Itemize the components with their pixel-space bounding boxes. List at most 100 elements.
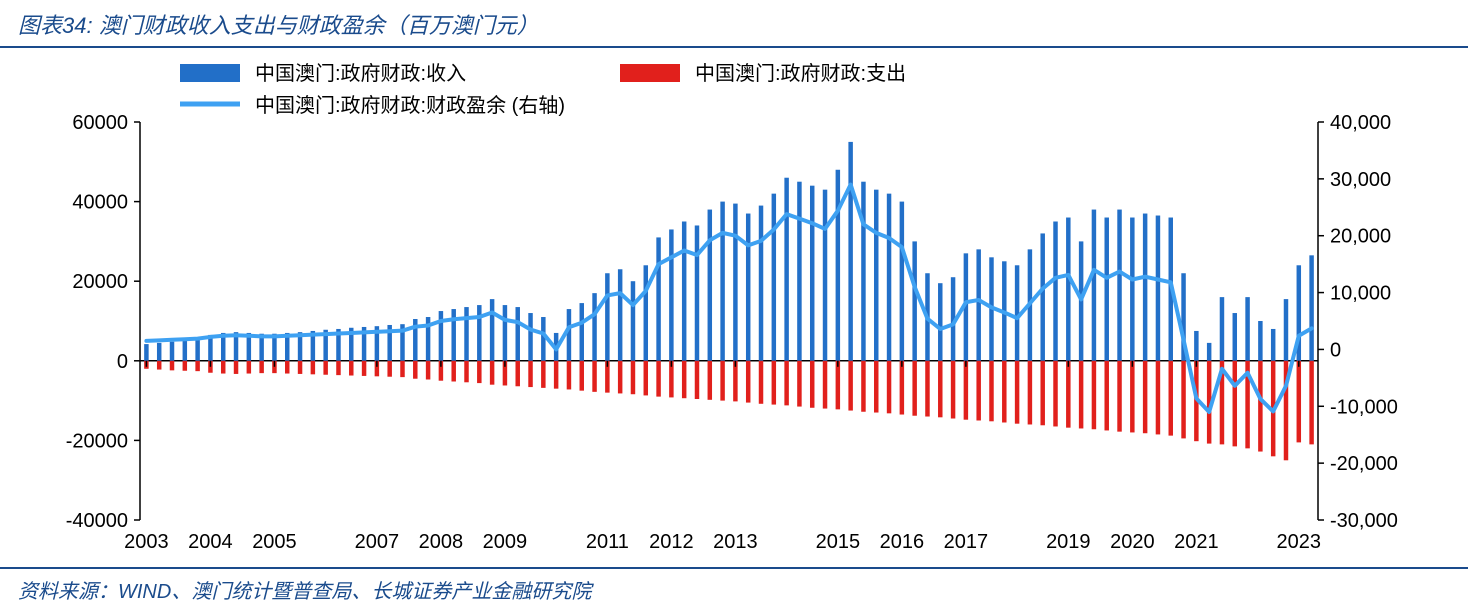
expense-bar (413, 361, 417, 379)
surplus-line (146, 185, 1311, 412)
x-tick-label: 2013 (713, 531, 758, 553)
expense-bar (823, 361, 827, 409)
right-tick-label: -20,000 (1330, 453, 1398, 475)
legend-expense-label: 中国澳门:政府财政:支出 (695, 62, 906, 85)
expense-bar (157, 361, 161, 370)
expense-bar (772, 361, 776, 405)
right-tick-label: -10,000 (1330, 396, 1398, 418)
expense-bar (631, 361, 635, 394)
legend-revenue-swatch (180, 64, 240, 82)
expense-bar (311, 361, 315, 375)
expense-bar (708, 361, 712, 400)
expense-bar (195, 361, 199, 371)
revenue-bar (1271, 329, 1275, 361)
revenue-bar (669, 229, 673, 360)
title-prefix: 图表 (18, 13, 62, 38)
revenue-bar (695, 225, 699, 360)
revenue-bar (887, 194, 891, 361)
revenue-bar (464, 307, 468, 361)
expense-bar (426, 361, 430, 380)
title-number: 34: (62, 13, 93, 38)
expense-bar (1028, 361, 1032, 425)
expense-bar (400, 361, 404, 377)
x-tick-label: 2012 (649, 531, 694, 553)
right-tick-label: 10,000 (1330, 283, 1391, 305)
expense-bar (810, 361, 814, 408)
revenue-bar (605, 273, 609, 361)
expense-bar (938, 361, 942, 418)
revenue-bar (900, 202, 904, 361)
revenue-bar (515, 307, 519, 361)
expense-bar (1066, 361, 1070, 428)
expense-bar (912, 361, 916, 416)
expense-bar (234, 361, 238, 374)
expense-bar (1117, 361, 1121, 432)
left-tick-label: -20000 (66, 430, 128, 452)
expense-bar (580, 361, 584, 391)
expense-bar (170, 361, 174, 371)
x-tick-label: 2023 (1277, 531, 1322, 553)
revenue-bar (759, 206, 763, 361)
expense-bar (567, 361, 571, 390)
revenue-bar (1220, 297, 1224, 361)
expense-bar (1015, 361, 1019, 424)
revenue-bar (631, 281, 635, 361)
revenue-bar (170, 342, 174, 361)
expense-bar (298, 361, 302, 374)
expense-bar (964, 361, 968, 420)
revenue-bar (874, 190, 878, 361)
expense-bar (477, 361, 481, 383)
revenue-bar (772, 194, 776, 361)
expense-bar (1104, 361, 1108, 431)
revenue-bar (976, 249, 980, 360)
revenue-bar (784, 178, 788, 361)
revenue-bar (682, 222, 686, 361)
expense-bar (1297, 361, 1301, 443)
revenue-bar (1066, 218, 1070, 361)
expense-bar (515, 361, 519, 386)
expense-bar (925, 361, 929, 417)
expense-bar (285, 361, 289, 374)
expense-bar (746, 361, 750, 403)
revenue-bar (490, 299, 494, 361)
legend-revenue-label: 中国澳门:政府财政:收入 (255, 62, 466, 85)
revenue-bar (1104, 218, 1108, 361)
revenue-bar (1156, 216, 1160, 361)
expense-bar (874, 361, 878, 413)
revenue-bar (1309, 255, 1313, 360)
revenue-bar (580, 303, 584, 361)
revenue-bar (1207, 343, 1211, 361)
x-tick-label: 2011 (586, 531, 629, 553)
expense-bar (976, 361, 980, 421)
expense-bar (247, 361, 251, 374)
x-tick-label: 2003 (124, 531, 169, 553)
revenue-bar (1040, 233, 1044, 360)
expense-bar (1258, 361, 1262, 452)
x-tick-label: 2020 (1110, 531, 1155, 553)
revenue-bar (733, 204, 737, 361)
revenue-bar (1092, 210, 1096, 361)
revenue-bar (144, 344, 148, 361)
expense-bar (644, 361, 648, 396)
expense-bar (759, 361, 763, 404)
revenue-bar (439, 311, 443, 361)
expense-bar (323, 361, 327, 375)
expense-bar (887, 361, 891, 414)
expense-bar (528, 361, 532, 387)
left-tick-label: 20000 (72, 271, 128, 293)
expense-bar (1143, 361, 1147, 433)
x-tick-label: 2008 (419, 531, 464, 553)
x-tick-label: 2005 (252, 531, 297, 553)
legend-surplus-label: 中国澳门:政府财政:财政盈余 (右轴) (255, 94, 565, 117)
revenue-bar (1258, 321, 1262, 361)
x-tick-label: 2019 (1046, 531, 1091, 553)
chart-area: 中国澳门:政府财政:收入 中国澳门:政府财政:支出中国澳门:政府财政:财政盈余 (… (40, 50, 1428, 564)
revenue-bar (183, 341, 187, 361)
expense-bar (1156, 361, 1160, 435)
revenue-bar (195, 340, 199, 361)
right-tick-label: 0 (1330, 339, 1341, 361)
revenue-bar (797, 182, 801, 361)
right-tick-label: -30,000 (1330, 510, 1398, 532)
revenue-bar (1117, 210, 1121, 361)
source-bar: 资料来源：WIND、澳门统计暨普查局、长城证券产业金融研究院 (0, 567, 1468, 612)
